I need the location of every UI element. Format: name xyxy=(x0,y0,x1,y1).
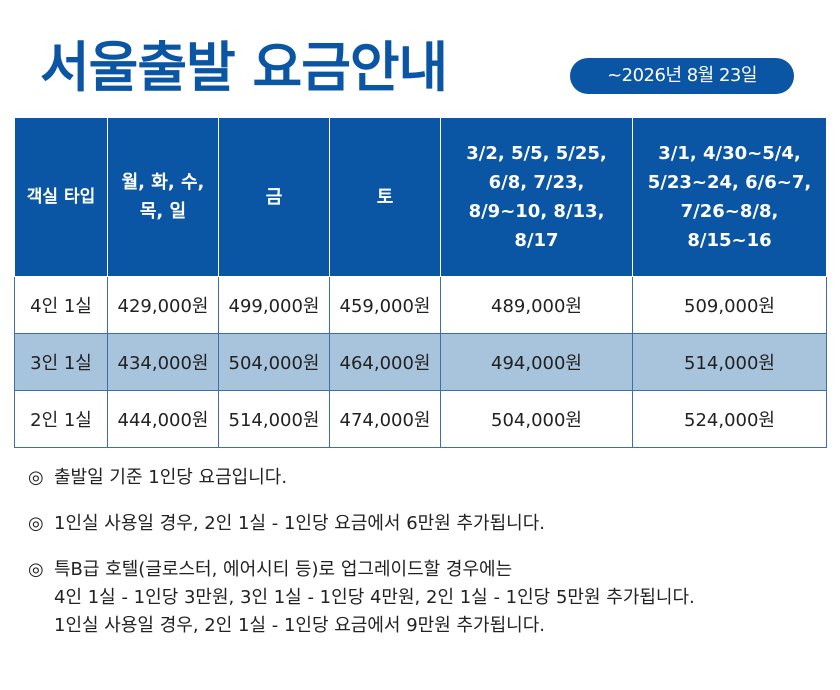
header-room-type: 객실 타입 xyxy=(14,117,108,277)
price-cell: 434,000원 xyxy=(107,333,219,391)
header-line: 7/26~8/8, xyxy=(680,201,779,222)
note-text: 1인실 사용일 경우, 2인 1실 - 1인당 요금에서 6만원 추가됩니다. xyxy=(54,513,546,534)
header-line: 6/8, 7/23, xyxy=(488,172,585,193)
note-item: ◎ 특B급 호텔(글로스터, 에어시티 등)로 업그레이드할 경우에는 4인 1실… xyxy=(28,556,828,640)
page-title: 서울출발 요금안내 xyxy=(40,36,448,99)
price-cell: 504,000원 xyxy=(218,333,330,391)
table-row: 3인 1실 434,000원 504,000원 464,000원 494,000… xyxy=(14,333,827,391)
header-line: 3/2, 5/5, 5/25, xyxy=(466,143,607,164)
price-cell: 489,000원 xyxy=(440,276,633,334)
price-cell: 514,000원 xyxy=(632,333,827,391)
note-text: 특B급 호텔(글로스터, 에어시티 등)로 업그레이드할 경우에는 xyxy=(54,559,513,580)
price-cell: 499,000원 xyxy=(218,276,330,334)
room-type-cell: 2인 1실 xyxy=(14,390,108,448)
header-line: 토 xyxy=(376,186,394,208)
header-line: 3/1, 4/30~5/4, xyxy=(658,143,801,164)
header-line: 객실 타입 xyxy=(26,186,96,207)
rate-table: 객실 타입 월, 화, 수, 목, 일 금 토 3/2, 5/5, 5/25, … xyxy=(14,117,827,448)
header-line: 5/23~24, 6/6~7, xyxy=(647,172,812,193)
price-cell: 459,000원 xyxy=(329,276,441,334)
header-line: 8/15~16 xyxy=(687,230,772,251)
room-type-cell: 3인 1실 xyxy=(14,333,108,391)
price-cell: 524,000원 xyxy=(632,390,827,448)
price-cell: 444,000원 xyxy=(107,390,219,448)
header-special-dates-2: 3/1, 4/30~5/4, 5/23~24, 6/6~7, 7/26~8/8,… xyxy=(632,117,827,277)
price-cell: 509,000원 xyxy=(632,276,827,334)
note-marker-icon: ◎ xyxy=(28,513,44,534)
header-saturday: 토 xyxy=(329,117,441,277)
header-line: 목, 일 xyxy=(139,201,187,222)
note-text: 1인실 사용일 경우, 2인 1실 - 1인당 요금에서 9만원 추가됩니다. xyxy=(54,615,546,636)
header-friday: 금 xyxy=(218,117,330,277)
header-line: 8/9~10, 8/13, xyxy=(468,201,605,222)
room-type-cell: 4인 1실 xyxy=(14,276,108,334)
price-cell: 514,000원 xyxy=(218,390,330,448)
price-cell: 474,000원 xyxy=(329,390,441,448)
header-special-dates-1: 3/2, 5/5, 5/25, 6/8, 7/23, 8/9~10, 8/13,… xyxy=(440,117,633,277)
note-item: ◎ 출발일 기준 1인당 요금입니다. xyxy=(28,464,828,492)
header-line: 8/17 xyxy=(514,230,559,251)
date-badge: ~2026년 8월 23일 xyxy=(570,58,794,94)
header-line: 금 xyxy=(265,186,283,208)
note-text: 4인 1실 - 1인당 3만원, 3인 1실 - 1인당 4만원, 2인 1실 … xyxy=(54,587,695,608)
note-text: 출발일 기준 1인당 요금입니다. xyxy=(54,467,288,488)
price-cell: 429,000원 xyxy=(107,276,219,334)
table-row: 4인 1실 429,000원 499,000원 459,000원 489,000… xyxy=(14,276,827,334)
note-marker-icon: ◎ xyxy=(28,467,44,488)
note-marker-icon: ◎ xyxy=(28,559,44,580)
price-cell: 494,000원 xyxy=(440,333,633,391)
header-weekday: 월, 화, 수, 목, 일 xyxy=(107,117,219,277)
note-item: ◎ 1인실 사용일 경우, 2인 1실 - 1인당 요금에서 6만원 추가됩니다. xyxy=(28,510,828,538)
header-row: 객실 타입 월, 화, 수, 목, 일 금 토 3/2, 5/5, 5/25, … xyxy=(14,117,827,277)
notes-section: ◎ 출발일 기준 1인당 요금입니다. ◎ 1인실 사용일 경우, 2인 1실 - … xyxy=(28,464,828,658)
header-line: 월, 화, 수, xyxy=(121,172,205,193)
price-cell: 504,000원 xyxy=(440,390,633,448)
table-row: 2인 1실 444,000원 514,000원 474,000원 504,000… xyxy=(14,390,827,448)
price-cell: 464,000원 xyxy=(329,333,441,391)
